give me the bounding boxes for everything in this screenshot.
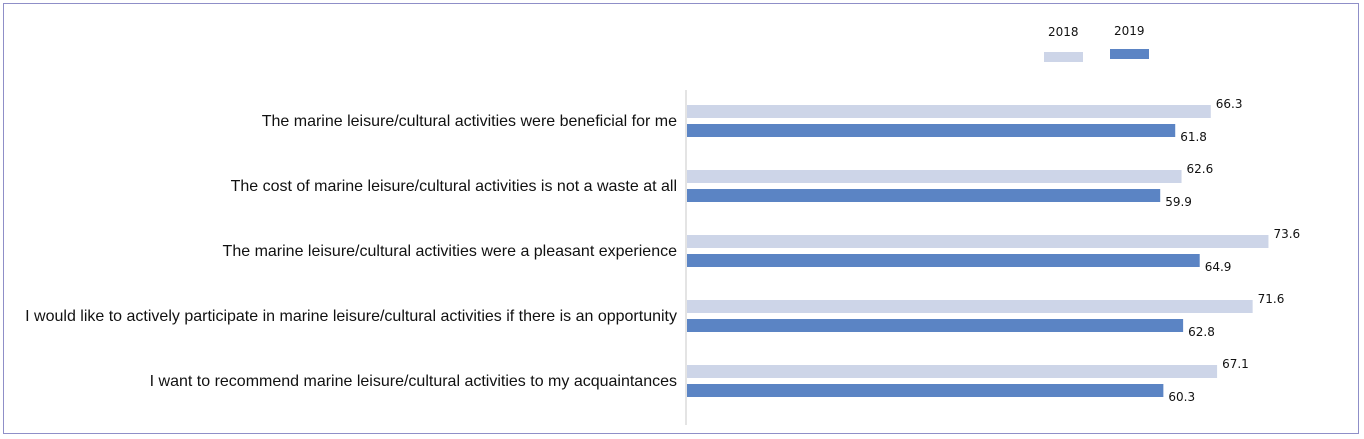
legend-swatch-2019 <box>1110 49 1149 59</box>
legend-label-2019: 2019 <box>1114 24 1145 38</box>
category-label: I want to recommend marine leisure/cultu… <box>150 373 677 390</box>
data-label-2018: 67.1 <box>1222 357 1249 371</box>
bar-2019 <box>687 319 1184 332</box>
data-label-2018: 66.3 <box>1216 97 1243 111</box>
legend-swatch-2018 <box>1044 52 1083 62</box>
data-label-2019: 61.8 <box>1180 130 1207 144</box>
bar-2019 <box>687 254 1200 267</box>
bar-2018 <box>687 105 1211 118</box>
data-label-2018: 73.6 <box>1273 227 1300 241</box>
category-label: I would like to actively participate in … <box>25 308 677 325</box>
data-label-2019: 62.8 <box>1188 325 1215 339</box>
bar-2019 <box>687 189 1161 202</box>
bar-2018 <box>687 235 1269 248</box>
category-label: The cost of marine leisure/cultural acti… <box>231 178 677 195</box>
data-label-2018: 71.6 <box>1258 292 1285 306</box>
bar-2018 <box>687 170 1182 183</box>
chart-frame <box>3 3 1359 434</box>
data-label-2019: 64.9 <box>1205 260 1232 274</box>
category-label: The marine leisure/cultural activities w… <box>223 243 678 260</box>
category-label: The marine leisure/cultural activities w… <box>262 113 677 130</box>
data-label-2019: 59.9 <box>1165 195 1192 209</box>
legend-label-2018: 2018 <box>1048 25 1079 39</box>
data-label-2018: 62.6 <box>1187 162 1214 176</box>
data-label-2019: 60.3 <box>1168 390 1195 404</box>
bar-2019 <box>687 124 1176 137</box>
bar-2018 <box>687 365 1218 378</box>
bar-2018 <box>687 300 1253 313</box>
bar-2019 <box>687 384 1164 397</box>
